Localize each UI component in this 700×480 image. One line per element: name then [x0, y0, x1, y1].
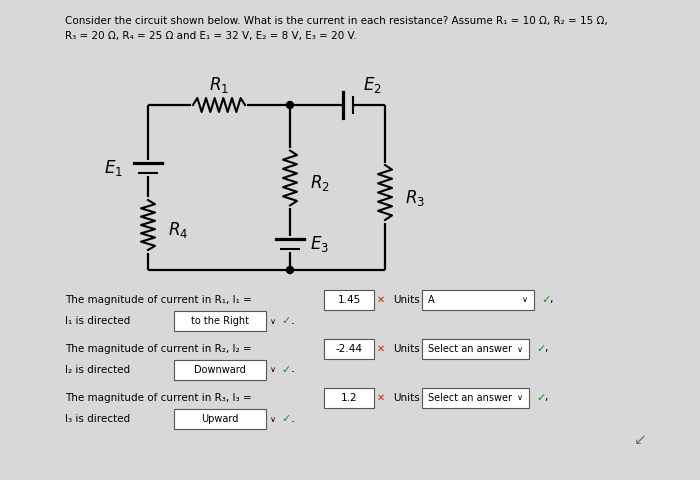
Text: ,: , [544, 343, 547, 353]
Text: Downward: Downward [194, 365, 246, 375]
Text: $R_4$: $R_4$ [168, 220, 188, 240]
FancyBboxPatch shape [422, 339, 529, 359]
Text: ✓: ✓ [536, 393, 545, 403]
FancyBboxPatch shape [324, 290, 374, 310]
Text: ∨: ∨ [522, 296, 528, 304]
FancyBboxPatch shape [174, 311, 266, 331]
Text: Consider the circuit shown below. What is the current in each resistance? Assume: Consider the circuit shown below. What i… [65, 16, 608, 26]
Text: Select an answer: Select an answer [428, 344, 512, 354]
Text: $R_1$: $R_1$ [209, 75, 229, 95]
Text: ↙: ↙ [634, 432, 646, 447]
Text: Upward: Upward [202, 414, 239, 424]
Text: ∨: ∨ [517, 394, 523, 403]
Text: .: . [291, 411, 295, 424]
Text: Units: Units [393, 344, 420, 354]
FancyBboxPatch shape [422, 290, 534, 310]
Text: R₃ = 20 Ω, R₄ = 25 Ω and E₁ = 32 V, E₂ = 8 V, E₃ = 20 V.: R₃ = 20 Ω, R₄ = 25 Ω and E₁ = 32 V, E₂ =… [65, 31, 356, 41]
FancyBboxPatch shape [324, 388, 374, 408]
Text: ✓: ✓ [536, 344, 545, 354]
Text: ∨: ∨ [270, 316, 276, 325]
Text: Units: Units [393, 393, 420, 403]
Text: I₂ is directed: I₂ is directed [65, 365, 130, 375]
Text: 1.45: 1.45 [337, 295, 360, 305]
Text: .: . [291, 362, 295, 375]
Text: -2.44: -2.44 [335, 344, 363, 354]
Text: ✕: ✕ [377, 295, 385, 305]
Text: ∨: ∨ [270, 415, 276, 423]
Circle shape [286, 101, 293, 108]
Text: Select an answer: Select an answer [428, 393, 512, 403]
Text: The magnitude of current in R₃, I₃ =: The magnitude of current in R₃, I₃ = [65, 393, 251, 403]
Circle shape [286, 266, 293, 274]
Text: $E_2$: $E_2$ [363, 75, 382, 95]
Text: I₁ is directed: I₁ is directed [65, 316, 130, 326]
FancyBboxPatch shape [174, 409, 266, 429]
Text: ,: , [549, 294, 552, 304]
Text: $R_3$: $R_3$ [405, 188, 425, 207]
Text: ✓: ✓ [281, 414, 290, 424]
Text: I₃ is directed: I₃ is directed [65, 414, 130, 424]
Text: 1.2: 1.2 [341, 393, 357, 403]
Text: ∨: ∨ [270, 365, 276, 374]
FancyBboxPatch shape [324, 339, 374, 359]
FancyBboxPatch shape [422, 388, 529, 408]
Text: $R_2$: $R_2$ [310, 173, 330, 193]
Text: ✓: ✓ [281, 365, 290, 375]
Text: The magnitude of current in R₂, I₂ =: The magnitude of current in R₂, I₂ = [65, 344, 251, 354]
Text: ✓: ✓ [541, 295, 550, 305]
Text: ✕: ✕ [377, 344, 385, 354]
Text: ,: , [544, 392, 547, 402]
Text: ✕: ✕ [377, 393, 385, 403]
Text: ✓: ✓ [281, 316, 290, 326]
Text: $E_3$: $E_3$ [310, 234, 329, 254]
Text: to the Right: to the Right [191, 316, 249, 326]
Text: ∨: ∨ [517, 345, 523, 353]
Text: $E_1$: $E_1$ [104, 158, 123, 178]
Text: A: A [428, 295, 435, 305]
Text: The magnitude of current in R₁, I₁ =: The magnitude of current in R₁, I₁ = [65, 295, 252, 305]
Text: Units: Units [393, 295, 420, 305]
FancyBboxPatch shape [174, 360, 266, 380]
Text: .: . [291, 313, 295, 326]
